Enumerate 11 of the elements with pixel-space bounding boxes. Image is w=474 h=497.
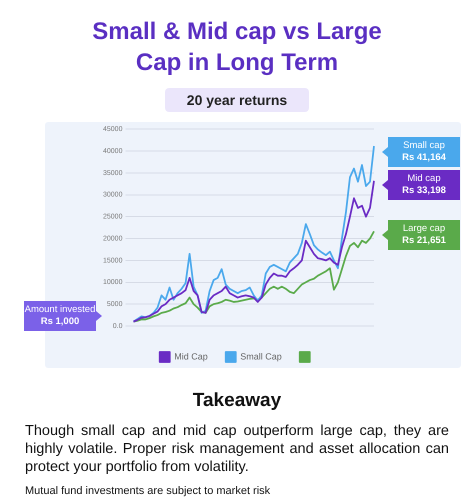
text: Large cap Rs 21,651	[402, 223, 446, 246]
text: Takeaway	[192, 390, 282, 412]
chart-subtitle: 20 year returns	[165, 88, 309, 112]
legend-label: Mid Cap	[174, 351, 208, 362]
text: Amount invested Rs 1,000	[24, 304, 96, 327]
text: Though small cap and mid cap outperform large cap, they are highly volatile. Proper risk management and asset allocation can protect your portfolio from volatility.	[25, 422, 449, 476]
text: Mutual fund investments are subject to market risk	[25, 485, 272, 497]
legend-label: Small Cap	[240, 351, 282, 362]
chart-title: Small & Mid cap vs Large Cap in Long Term	[91, 17, 383, 78]
text: Small cap Rs 41,164	[402, 140, 446, 163]
text: Mid cap Rs 33,198	[402, 172, 446, 196]
